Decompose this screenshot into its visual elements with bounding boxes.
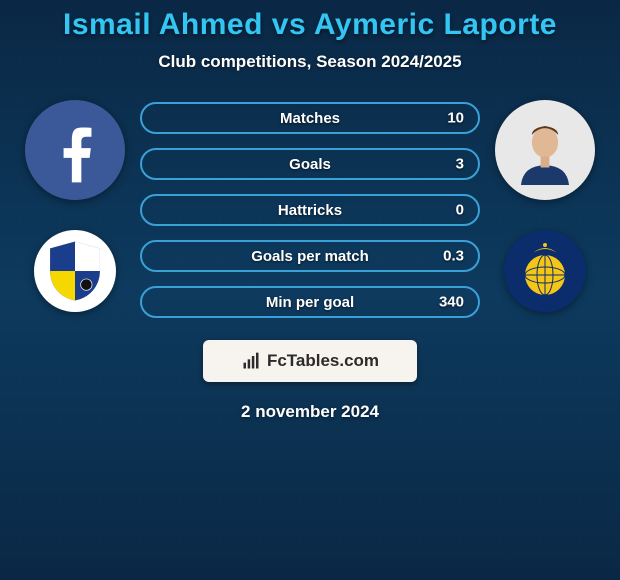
- bar-value-right: 0.3: [443, 248, 464, 265]
- club-right-logo: [504, 230, 586, 312]
- comparison-area: Matches 10 Goals 3 Hattricks 0 Goals per match…: [0, 100, 620, 318]
- player-left-avatar: [25, 100, 125, 200]
- right-side: [490, 100, 600, 312]
- stat-bar: Min per goal 340: [140, 286, 480, 318]
- bar-value-right: 0: [456, 202, 464, 219]
- date-text: 2 november 2024: [0, 402, 620, 422]
- content-wrapper: Ismail Ahmed vs Aymeric Laporte Club com…: [0, 0, 620, 422]
- bar-value-right: 3: [456, 156, 464, 173]
- shield-icon: [41, 237, 109, 305]
- bar-label: Goals: [289, 156, 331, 173]
- subtitle: Club competitions, Season 2024/2025: [0, 52, 620, 72]
- club-left-logo: [34, 230, 116, 312]
- stat-bar: Goals 3: [140, 148, 480, 180]
- chart-icon: [241, 351, 261, 371]
- person-icon: [510, 115, 580, 185]
- facebook-icon: [40, 115, 110, 185]
- bar-value-right: 10: [447, 110, 464, 127]
- bar-value-right: 340: [439, 294, 464, 311]
- stat-bar: Hattricks 0: [140, 194, 480, 226]
- stat-bar: Goals per match 0.3: [140, 240, 480, 272]
- globe-crest-icon: [513, 239, 577, 303]
- brand-badge: FcTables.com: [203, 340, 417, 382]
- bar-label: Matches: [280, 110, 340, 127]
- stat-bar: Matches 10: [140, 102, 480, 134]
- bar-label: Min per goal: [266, 294, 354, 311]
- page-title: Ismail Ahmed vs Aymeric Laporte: [0, 8, 620, 42]
- stat-bars: Matches 10 Goals 3 Hattricks 0 Goals per match…: [140, 100, 480, 318]
- brand-text: FcTables.com: [267, 351, 379, 371]
- left-side: [20, 100, 130, 312]
- bar-label: Hattricks: [278, 202, 342, 219]
- player-right-avatar: [495, 100, 595, 200]
- bar-label: Goals per match: [251, 248, 369, 265]
